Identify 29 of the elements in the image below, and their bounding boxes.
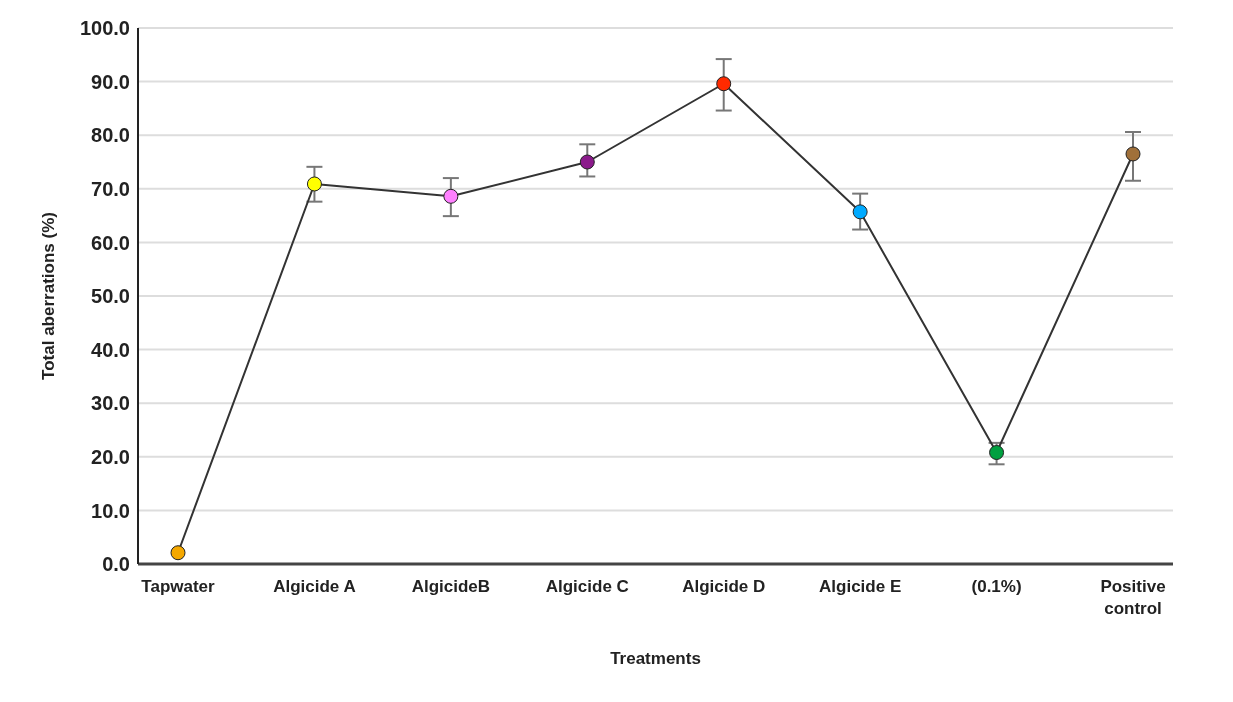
y-tick-label: 60.0 — [91, 231, 130, 254]
y-tick-label: 30.0 — [91, 392, 130, 415]
x-tick-label: (0.1%) — [971, 577, 1022, 596]
y-tick-label: 0.0 — [102, 553, 130, 576]
x-tick-label: Positive control — [1100, 577, 1166, 618]
x-axis-title: Treatments — [610, 649, 701, 668]
y-tick-label: 40.0 — [91, 338, 130, 361]
x-tick-label: AlgicideB — [411, 577, 491, 596]
x-tick-label: Algicide D — [682, 577, 766, 596]
y-axis-title: Total aberrations (%) — [39, 212, 59, 380]
point — [1125, 146, 1141, 162]
point — [306, 176, 322, 192]
x-tick-label: Tapwater — [141, 577, 216, 596]
x-tick-label: Algicide E — [819, 577, 902, 596]
x-tick-label: Algicide C — [545, 577, 629, 596]
point — [170, 545, 186, 561]
point — [443, 188, 459, 204]
y-tick-label: 90.0 — [91, 70, 130, 93]
y-tick-label: 70.0 — [91, 177, 130, 200]
x-tick-label: Algicide A — [273, 577, 356, 596]
y-tick-label: 50.0 — [91, 285, 130, 308]
y-tick-label: 80.0 — [91, 124, 130, 147]
y-tick-label: 100.0 — [79, 17, 130, 40]
point — [579, 154, 595, 170]
point — [989, 445, 1005, 461]
y-tick-label: 20.0 — [91, 445, 130, 468]
point — [716, 76, 732, 92]
point — [852, 204, 868, 220]
y-tick-label: 10.0 — [91, 499, 130, 522]
